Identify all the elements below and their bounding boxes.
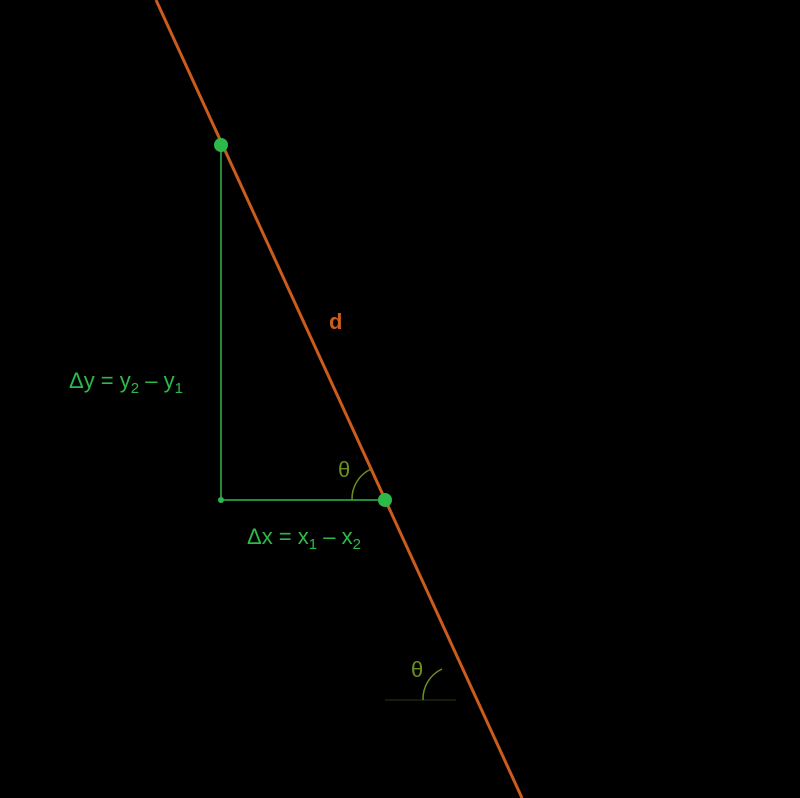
label-d: d bbox=[329, 309, 342, 334]
label-delta-x: Δx = x1 – x2 bbox=[247, 524, 361, 553]
angle-arc-inner bbox=[352, 469, 371, 500]
point-p1 bbox=[214, 138, 228, 152]
point-corner bbox=[218, 497, 224, 503]
angle-arc-outer bbox=[423, 669, 442, 700]
label-delta-y: Δy = y2 – y1 bbox=[69, 368, 183, 397]
point-p2 bbox=[378, 493, 392, 507]
distance-line bbox=[156, 0, 522, 798]
label-theta-inner: θ bbox=[338, 457, 350, 482]
label-theta-outer: θ bbox=[411, 657, 423, 682]
